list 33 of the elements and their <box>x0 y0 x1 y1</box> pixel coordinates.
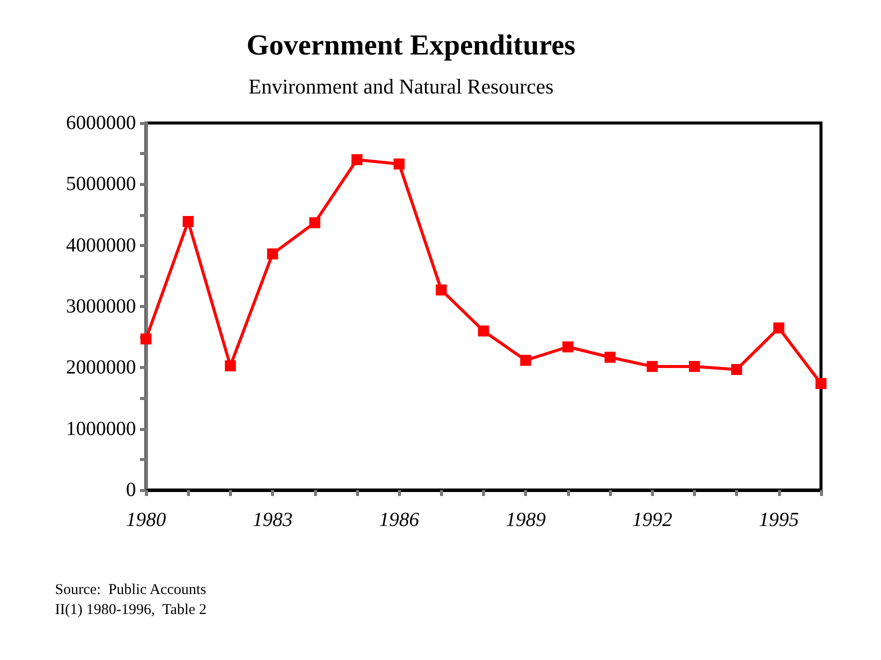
point <box>140 333 152 344</box>
point <box>562 341 574 352</box>
point <box>604 352 616 363</box>
y-tick-label: 3000000 <box>66 296 136 318</box>
point <box>816 378 826 390</box>
point <box>394 158 405 170</box>
x-tick-label: 1992 <box>632 509 672 531</box>
point <box>224 360 236 372</box>
point <box>731 364 742 375</box>
x-tick-label: 1989 <box>506 509 546 531</box>
x-tick-label: 1983 <box>252 509 293 531</box>
point <box>182 216 194 227</box>
point <box>436 284 447 296</box>
y-tick-label: 2000000 <box>66 356 136 379</box>
source-note: Source: Public Accounts II(1) 1980-1996, Table 2 <box>55 582 207 618</box>
point <box>309 217 320 228</box>
x-tick-label: 1986 <box>379 509 420 531</box>
x-tick-label: 1980 <box>126 509 166 531</box>
point <box>520 354 532 366</box>
y-tick-label: 4000000 <box>66 234 136 256</box>
y-tick-label: 1000000 <box>66 418 136 440</box>
point <box>267 248 278 260</box>
point <box>351 154 362 166</box>
point <box>688 360 700 372</box>
chart-title: Government Expenditures <box>246 30 576 62</box>
y-tick-label: 0 <box>126 479 136 501</box>
point <box>646 360 658 372</box>
chart-subtitle: Environment and Natural Resources <box>248 74 554 98</box>
point <box>773 322 784 334</box>
point <box>478 325 489 336</box>
y-tick-label: 5000000 <box>66 173 136 196</box>
x-tick-label: 1995 <box>758 509 799 531</box>
y-tick-label: 6000000 <box>66 112 136 134</box>
